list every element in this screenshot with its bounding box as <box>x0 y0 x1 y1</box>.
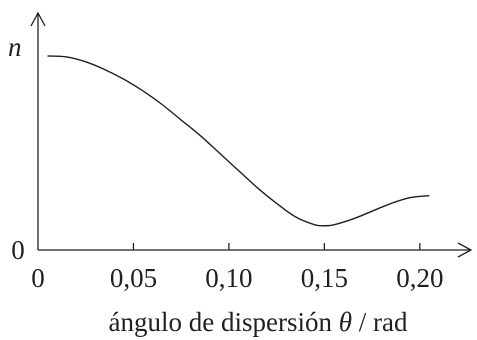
y-ticks: 0 <box>11 235 25 265</box>
x-tick-label: 0 <box>31 263 45 293</box>
series-group <box>47 55 430 227</box>
y-axis-title: n <box>8 32 22 62</box>
x-axis-title: ángulo de dispersión θ / rad <box>109 307 408 337</box>
x-ticks: 0 0,05 0,10 0,15 0,20 <box>31 243 443 293</box>
x-axis-title-suffix: / rad <box>352 307 408 337</box>
y-tick-label: 0 <box>11 235 25 265</box>
x-axis-title-prefix: ángulo de dispersión <box>109 307 339 337</box>
x-axis-title-symbol: θ <box>339 307 352 337</box>
x-tick-label: 0,05 <box>110 263 157 293</box>
x-axis-arrow <box>457 242 473 258</box>
x-tick-label: 0,20 <box>396 263 443 293</box>
x-tick-label: 0,10 <box>205 263 252 293</box>
axes <box>30 11 473 258</box>
x-tick-label: 0,15 <box>301 263 348 293</box>
y-axis-arrow <box>30 11 46 27</box>
series-line <box>47 55 430 227</box>
